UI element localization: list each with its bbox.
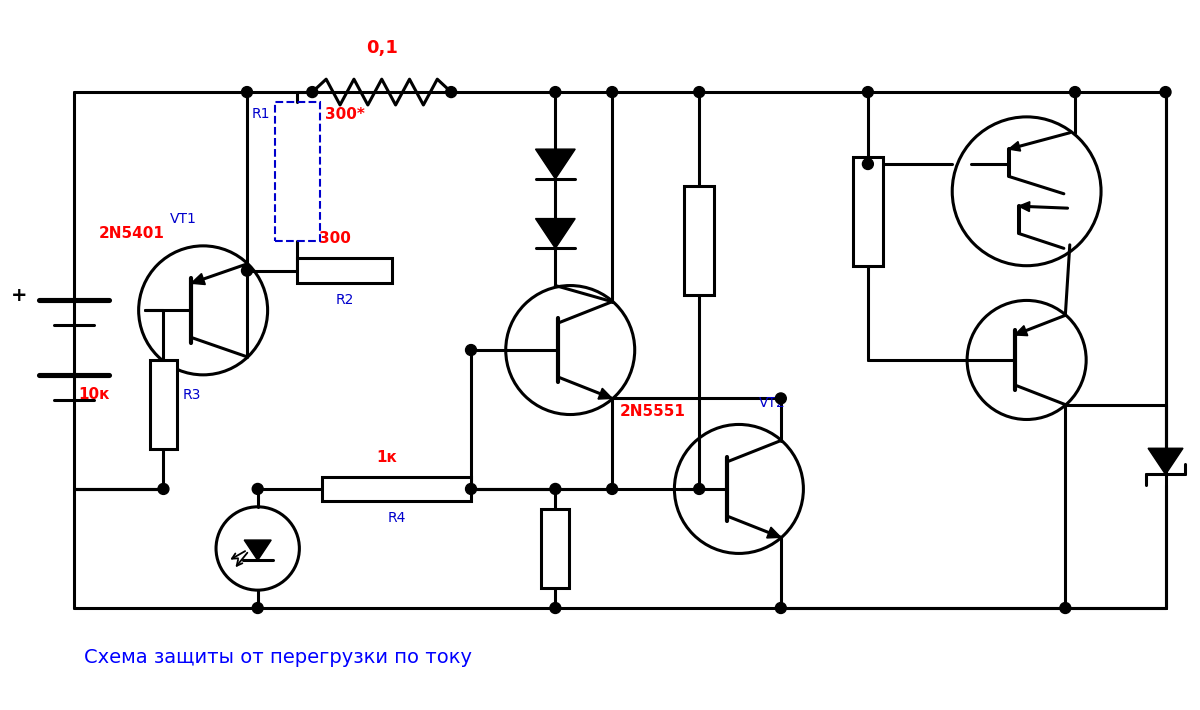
Circle shape <box>445 87 457 97</box>
Polygon shape <box>767 527 781 538</box>
Text: 1к: 1к <box>377 449 397 464</box>
Circle shape <box>1060 603 1070 613</box>
Circle shape <box>607 87 618 97</box>
Text: R3: R3 <box>182 388 200 402</box>
Bar <box>275 102 319 241</box>
Circle shape <box>307 87 318 97</box>
Text: +: + <box>11 286 28 305</box>
Circle shape <box>1069 87 1080 97</box>
Text: VT1: VT1 <box>170 212 197 226</box>
Polygon shape <box>535 219 575 248</box>
Polygon shape <box>1019 202 1030 212</box>
Bar <box>684 186 714 295</box>
Circle shape <box>252 603 263 613</box>
Circle shape <box>241 266 252 276</box>
Text: 0,1: 0,1 <box>366 39 397 58</box>
Polygon shape <box>1009 141 1020 151</box>
Circle shape <box>241 87 252 97</box>
Circle shape <box>158 484 169 494</box>
Bar <box>853 157 883 266</box>
Text: R1: R1 <box>252 107 270 121</box>
Text: Схема защиты от перегрузки по току: Схема защиты от перегрузки по току <box>84 648 472 667</box>
Polygon shape <box>535 149 575 179</box>
Text: R2: R2 <box>335 293 354 307</box>
Circle shape <box>466 344 476 356</box>
Text: VT2: VT2 <box>758 395 786 410</box>
Bar <box>322 476 472 501</box>
Circle shape <box>550 603 560 613</box>
Circle shape <box>550 484 560 494</box>
Circle shape <box>607 484 618 494</box>
Circle shape <box>466 484 476 494</box>
Polygon shape <box>1015 326 1027 336</box>
Circle shape <box>1160 87 1171 97</box>
Text: 300: 300 <box>319 231 350 246</box>
Circle shape <box>863 158 874 170</box>
Polygon shape <box>598 388 612 399</box>
Text: 300*: 300* <box>325 107 365 122</box>
Text: 2N5551: 2N5551 <box>620 405 685 420</box>
Circle shape <box>775 393 786 404</box>
Bar <box>298 258 391 283</box>
Circle shape <box>550 87 560 97</box>
Bar <box>541 509 569 588</box>
Circle shape <box>775 603 786 613</box>
Circle shape <box>863 87 874 97</box>
Polygon shape <box>191 273 205 285</box>
Text: 10к: 10к <box>78 387 110 402</box>
Circle shape <box>252 484 263 494</box>
Text: 2N5401: 2N5401 <box>98 226 164 241</box>
Polygon shape <box>245 540 271 560</box>
Circle shape <box>694 87 704 97</box>
Circle shape <box>694 484 704 494</box>
Polygon shape <box>1148 448 1183 474</box>
Bar <box>150 360 178 449</box>
Text: R4: R4 <box>388 511 406 525</box>
